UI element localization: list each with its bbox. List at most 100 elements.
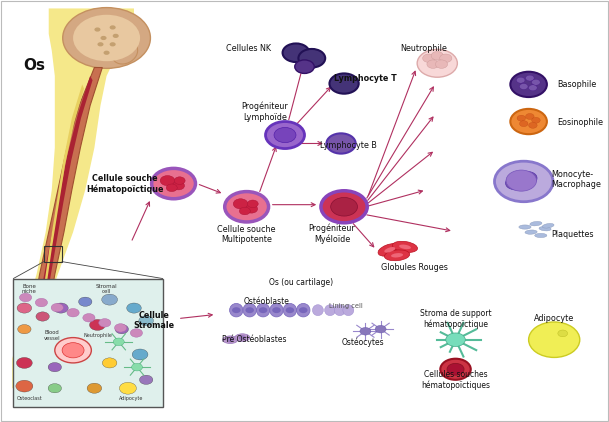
Circle shape: [435, 60, 448, 68]
Text: Os: Os: [23, 58, 45, 73]
Circle shape: [495, 161, 553, 202]
Text: Os (ou cartilage): Os (ou cartilage): [269, 278, 334, 287]
Circle shape: [286, 307, 294, 313]
Circle shape: [274, 127, 296, 143]
Circle shape: [440, 359, 471, 380]
Circle shape: [83, 314, 95, 322]
Text: Osteoclast: Osteoclast: [16, 396, 42, 401]
Circle shape: [526, 114, 534, 119]
Circle shape: [440, 54, 452, 62]
Circle shape: [299, 307, 308, 313]
Circle shape: [272, 307, 281, 313]
Text: Neutrophile: Neutrophile: [83, 333, 112, 338]
Circle shape: [519, 121, 528, 127]
Circle shape: [17, 303, 32, 313]
Polygon shape: [12, 8, 134, 388]
Circle shape: [132, 363, 143, 371]
Circle shape: [245, 307, 254, 313]
Circle shape: [174, 177, 185, 184]
Text: Ostéocytes: Ostéocytes: [342, 337, 384, 346]
Circle shape: [427, 60, 439, 68]
Text: Cellule
Stromale: Cellule Stromale: [133, 311, 175, 330]
Ellipse shape: [392, 241, 418, 252]
Circle shape: [55, 338, 91, 363]
Circle shape: [127, 303, 141, 313]
Text: Blood
vessel: Blood vessel: [43, 330, 60, 341]
Ellipse shape: [542, 224, 554, 228]
Circle shape: [227, 337, 234, 342]
Circle shape: [113, 338, 124, 346]
Circle shape: [431, 51, 443, 60]
Circle shape: [67, 308, 79, 317]
Circle shape: [360, 327, 371, 335]
Text: Adipocyte: Adipocyte: [119, 396, 143, 401]
Circle shape: [329, 73, 359, 94]
Circle shape: [119, 382, 136, 394]
Circle shape: [259, 307, 267, 313]
Circle shape: [114, 324, 127, 332]
Circle shape: [529, 322, 580, 357]
Circle shape: [506, 170, 537, 191]
Ellipse shape: [399, 245, 411, 249]
Text: Lymphocyte B: Lymphocyte B: [320, 141, 376, 150]
Text: Stroma de support
hématopoïctique: Stroma de support hématopoïctique: [420, 308, 491, 329]
Ellipse shape: [230, 303, 243, 317]
Circle shape: [266, 122, 304, 149]
Text: Cellules souches
hématopoïctiques: Cellules souches hématopoïctiques: [421, 370, 490, 390]
Circle shape: [225, 192, 269, 222]
Circle shape: [79, 297, 92, 306]
Text: Bone
niche: Bone niche: [22, 284, 37, 295]
Circle shape: [73, 15, 140, 61]
Circle shape: [558, 330, 568, 337]
Circle shape: [447, 363, 464, 375]
Ellipse shape: [535, 233, 547, 238]
Circle shape: [283, 43, 309, 62]
Ellipse shape: [243, 303, 256, 317]
Circle shape: [517, 115, 526, 121]
Text: Ostéoblaste: Ostéoblaste: [244, 297, 290, 306]
Text: Adipocyte: Adipocyte: [534, 314, 574, 323]
Circle shape: [62, 343, 84, 358]
Circle shape: [130, 329, 143, 337]
Circle shape: [110, 42, 116, 46]
Circle shape: [19, 293, 32, 302]
Circle shape: [516, 77, 525, 83]
Circle shape: [36, 312, 49, 321]
Ellipse shape: [325, 305, 336, 316]
Circle shape: [94, 27, 100, 32]
Circle shape: [99, 319, 111, 327]
Circle shape: [87, 383, 102, 393]
Circle shape: [139, 316, 153, 326]
Ellipse shape: [297, 303, 310, 317]
Circle shape: [102, 294, 118, 305]
Text: Progéniteur
Myéloïde: Progéniteur Myéloïde: [309, 224, 355, 244]
Ellipse shape: [256, 303, 270, 317]
Ellipse shape: [384, 250, 410, 261]
Polygon shape: [38, 84, 84, 346]
Polygon shape: [35, 76, 93, 350]
Circle shape: [113, 34, 119, 38]
Circle shape: [139, 375, 153, 384]
Circle shape: [326, 133, 356, 154]
Circle shape: [51, 303, 63, 312]
Text: Lining cell: Lining cell: [329, 303, 363, 309]
Ellipse shape: [391, 253, 403, 257]
Circle shape: [446, 333, 465, 346]
Circle shape: [239, 335, 246, 340]
Circle shape: [510, 109, 547, 134]
Circle shape: [18, 325, 31, 334]
Ellipse shape: [525, 230, 537, 234]
Circle shape: [48, 384, 62, 393]
Text: Cellule souche
Multipotente: Cellule souche Multipotente: [217, 225, 276, 244]
Ellipse shape: [505, 171, 537, 190]
Ellipse shape: [378, 243, 401, 256]
Circle shape: [529, 122, 537, 128]
Text: Monocyte-
Macrophage: Monocyte- Macrophage: [551, 170, 601, 189]
Circle shape: [239, 207, 250, 215]
Circle shape: [152, 168, 195, 199]
Circle shape: [63, 8, 150, 68]
Ellipse shape: [234, 334, 250, 341]
Circle shape: [54, 303, 68, 313]
Circle shape: [172, 181, 185, 190]
Text: Pré Ostéoblastes: Pré Ostéoblastes: [222, 335, 287, 344]
